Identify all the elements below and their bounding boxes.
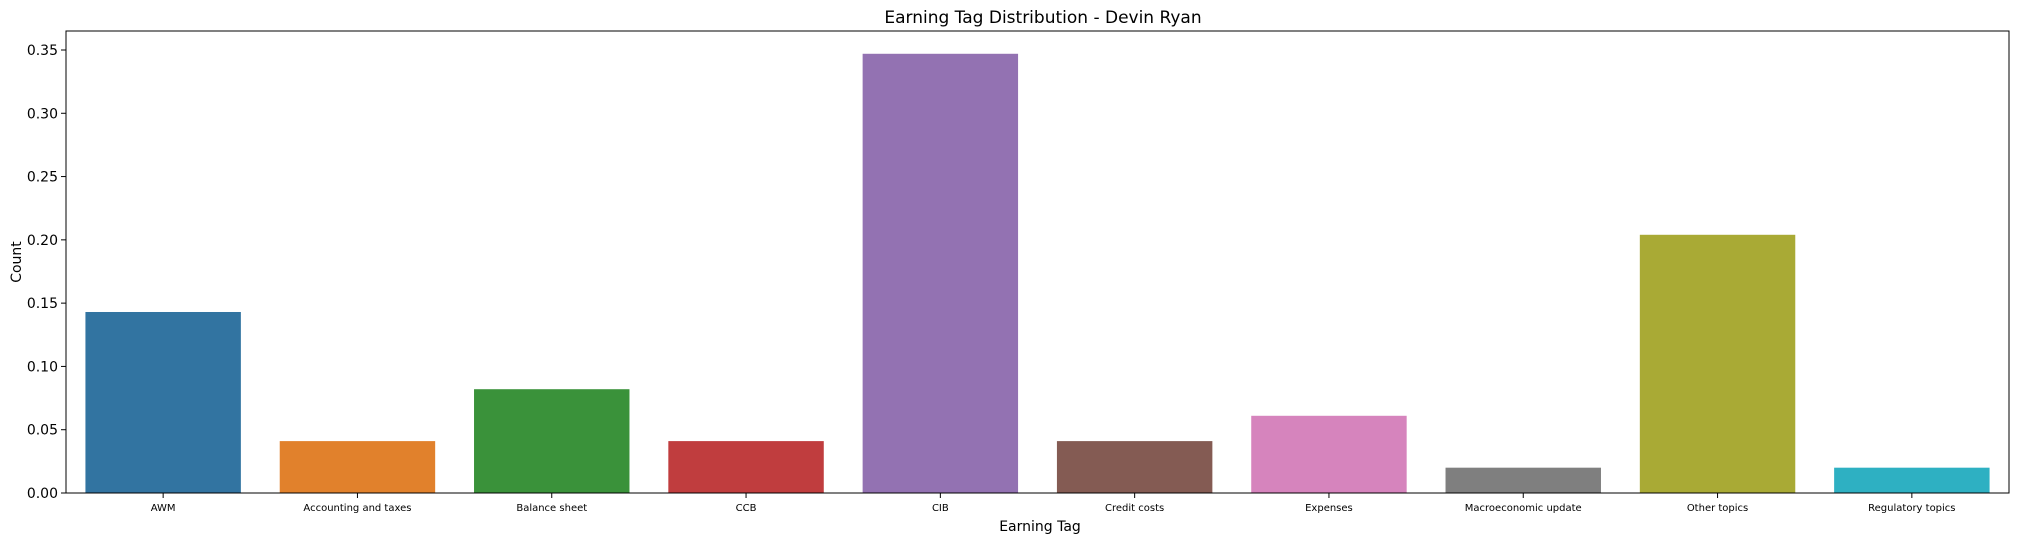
x-tick-label: AWM	[151, 503, 176, 514]
bar-expenses	[1251, 415, 1407, 493]
y-tick-label: 0.15	[27, 296, 58, 312]
x-tick-label: CCB	[736, 503, 757, 514]
x-tick-label: Expenses	[1305, 503, 1353, 514]
plot-frame	[65, 30, 2010, 494]
y-tick-label: 0.05	[27, 423, 58, 439]
bar-macroeconomic-update	[1445, 467, 1601, 493]
bars-layer	[85, 53, 1990, 493]
x-tick-label: Macroeconomic update	[1465, 503, 1582, 514]
bar-regulatory-topics	[1834, 467, 1990, 493]
x-tick-label: Accounting and taxes	[303, 503, 411, 514]
y-tick-label: 0.30	[27, 106, 58, 122]
bar-ccb	[668, 441, 824, 493]
x-axis: AWM Accounting and taxes Balance sheet CCB C…	[151, 493, 1956, 514]
y-axis: 0.00 0.05 0.10 0.15 0.20 0.25 0.30 0.35	[27, 43, 66, 502]
chart-title: Earning Tag Distribution - Devin Ryan	[884, 8, 1201, 28]
y-tick-label: 0.25	[27, 170, 58, 186]
bar-cib	[862, 53, 1019, 493]
bar-balance-sheet	[474, 389, 630, 493]
bar-awm	[85, 311, 241, 493]
bar-credit-costs	[1056, 441, 1213, 493]
x-axis-label: Earning Tag	[999, 519, 1081, 535]
y-tick-label: 0.10	[27, 359, 58, 375]
x-tick-label: Credit costs	[1105, 503, 1164, 514]
y-axis-label: Count	[9, 241, 25, 283]
bar-other-topics	[1639, 234, 1796, 493]
x-tick-label: Regulatory topics	[1868, 503, 1955, 514]
y-tick-label: 0.00	[27, 486, 58, 502]
x-tick-label: CIB	[932, 503, 949, 514]
bar-accounting-and-taxes	[279, 441, 436, 493]
y-tick-label: 0.20	[27, 233, 58, 249]
y-tick-label: 0.35	[27, 43, 58, 59]
x-tick-label: Balance sheet	[516, 503, 587, 514]
x-tick-label: Other topics	[1687, 503, 1748, 514]
